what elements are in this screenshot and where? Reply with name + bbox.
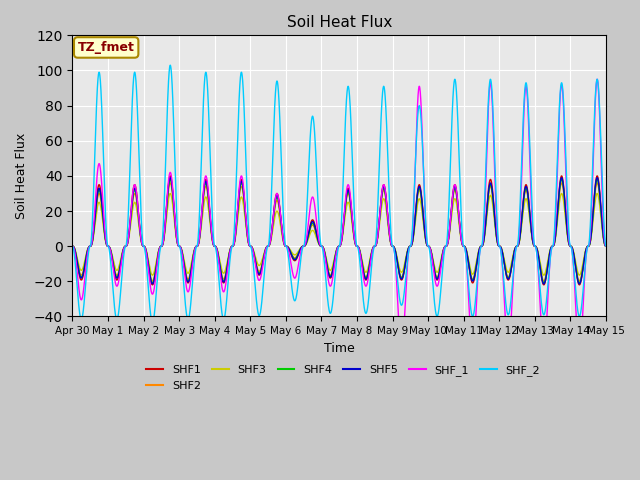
SHF_2 [164,81,172,86]
SHF4 [593,177,601,182]
SHF2 [593,180,601,186]
SHF4 [602,243,610,249]
SHF3 [575,272,583,278]
SHF5 [68,243,76,249]
SHF4 [429,260,437,265]
SHF1 [164,183,172,189]
SHF_1 [489,115,497,120]
SHF4 [68,243,76,249]
SHF_2 [319,251,327,256]
Text: TZ_fmet: TZ_fmet [77,41,134,54]
SHF3 [459,242,467,248]
SHF_1 [164,180,172,186]
SHF3 [429,256,437,262]
Line: SHF1: SHF1 [72,176,606,285]
SHF4 [164,186,172,192]
SHF_1 [319,245,327,251]
Line: SHF5: SHF5 [72,178,606,284]
SHF_1 [602,243,610,249]
SHF1 [319,245,327,251]
SHF_2 [459,239,467,245]
SHF2 [459,242,467,248]
Title: Soil Heat Flux: Soil Heat Flux [287,15,392,30]
Line: SHF_2: SHF_2 [72,65,606,322]
SHF4 [319,245,327,251]
SHF2 [319,245,327,251]
SHF3 [593,191,601,196]
SHF_2 [602,243,610,249]
SHF2 [489,196,497,202]
SHF2 [575,278,583,284]
SHF5 [593,175,601,180]
SHF_1 [593,76,601,82]
SHF5 [164,184,172,190]
SHF5 [319,245,327,251]
SHF3 [602,243,609,249]
SHF1 [459,242,467,248]
SHF1 [429,261,437,266]
SHF1 [489,191,497,197]
SHF5 [602,243,610,249]
SHF_2 [429,287,437,293]
SHF4 [489,195,497,201]
Line: SHF2: SHF2 [72,183,606,281]
SHF5 [429,260,437,266]
SHF2 [429,259,437,264]
SHF_2 [602,242,609,248]
Line: SHF4: SHF4 [72,180,606,283]
SHF1 [575,282,583,288]
X-axis label: Time: Time [324,342,355,355]
SHF1 [602,243,610,249]
Y-axis label: Soil Heat Flux: Soil Heat Flux [15,133,28,219]
SHF_1 [459,242,467,248]
SHF5 [489,193,497,199]
SHF_1 [429,264,437,269]
SHF2 [164,189,172,195]
Line: SHF3: SHF3 [72,193,606,275]
SHF1 [68,243,76,249]
SHF4 [602,243,609,249]
SHF5 [575,281,583,287]
SHF_2 [166,62,174,68]
SHF4 [459,242,467,248]
SHF1 [593,173,601,179]
SHF_2 [68,243,76,249]
SHF3 [164,198,172,204]
Legend: SHF1, SHF2, SHF3, SHF4, SHF5, SHF_1, SHF_2: SHF1, SHF2, SHF3, SHF4, SHF5, SHF_1, SHF… [142,361,545,395]
SHF5 [459,242,467,248]
SHF2 [602,243,609,249]
SHF2 [602,243,610,249]
Line: SHF_1: SHF_1 [72,79,606,355]
SHF_1 [68,243,76,249]
SHF3 [602,243,610,249]
SHF4 [575,280,583,286]
SHF5 [602,243,609,249]
SHF2 [68,243,76,249]
SHF3 [319,244,327,250]
SHF_1 [602,243,609,249]
SHF_1 [575,352,583,358]
SHF_2 [490,111,497,117]
SHF3 [489,203,497,209]
SHF_2 [148,319,156,325]
SHF3 [68,243,76,249]
SHF1 [602,243,609,249]
